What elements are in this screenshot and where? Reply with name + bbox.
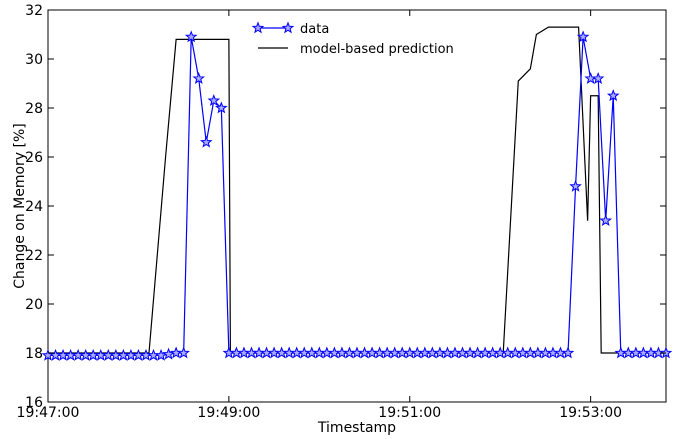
legend-label-prediction: model-based prediction: [300, 42, 454, 57]
plot-area: [47, 9, 667, 403]
legend: data model-based prediction: [251, 21, 454, 57]
y-tick-label: 24: [25, 199, 43, 215]
x-tick-label: 19:47:00: [17, 405, 80, 421]
y-tick-label: 20: [25, 297, 43, 313]
plot-frame: [47, 9, 667, 403]
x-axis-label: Timestamp: [317, 420, 396, 436]
series-layer: [41, 26, 673, 361]
data-point: [215, 101, 228, 114]
data-point: [561, 346, 575, 359]
data-point: [606, 89, 620, 102]
legend-marker-data: [251, 21, 265, 34]
axes-layer: 16 18 20 22 24 26 28 30 32 19:47:00 19:49:00 19:51:…: [12, 3, 666, 436]
y-tick-label: 32: [25, 3, 43, 19]
y-tick-label: 18: [25, 346, 43, 362]
x-tick-label: 19:51:00: [378, 405, 441, 421]
legend-label-data: data: [300, 22, 329, 37]
data-point: [184, 30, 198, 43]
y-axis-label: Change on Memory [%]: [12, 123, 28, 289]
y-tick-label: 16: [25, 395, 43, 411]
series-line-prediction: [48, 26, 666, 354]
data-point: [591, 71, 605, 84]
y-tick-label: 30: [25, 52, 43, 68]
data-point: [199, 135, 213, 148]
data-point: [576, 30, 590, 43]
y-tick-label: 28: [25, 101, 43, 117]
data-point: [569, 179, 582, 192]
y-tick-label: 26: [25, 150, 43, 166]
data-point: [207, 94, 221, 107]
x-tick-label: 19:53:00: [559, 405, 622, 421]
x-tick-label: 19:49:00: [197, 405, 260, 421]
y-tick-label: 22: [25, 248, 43, 264]
data-point: [192, 71, 206, 84]
data-point: [599, 214, 612, 227]
data-point: [177, 346, 190, 359]
legend-marker-data: [281, 21, 295, 34]
